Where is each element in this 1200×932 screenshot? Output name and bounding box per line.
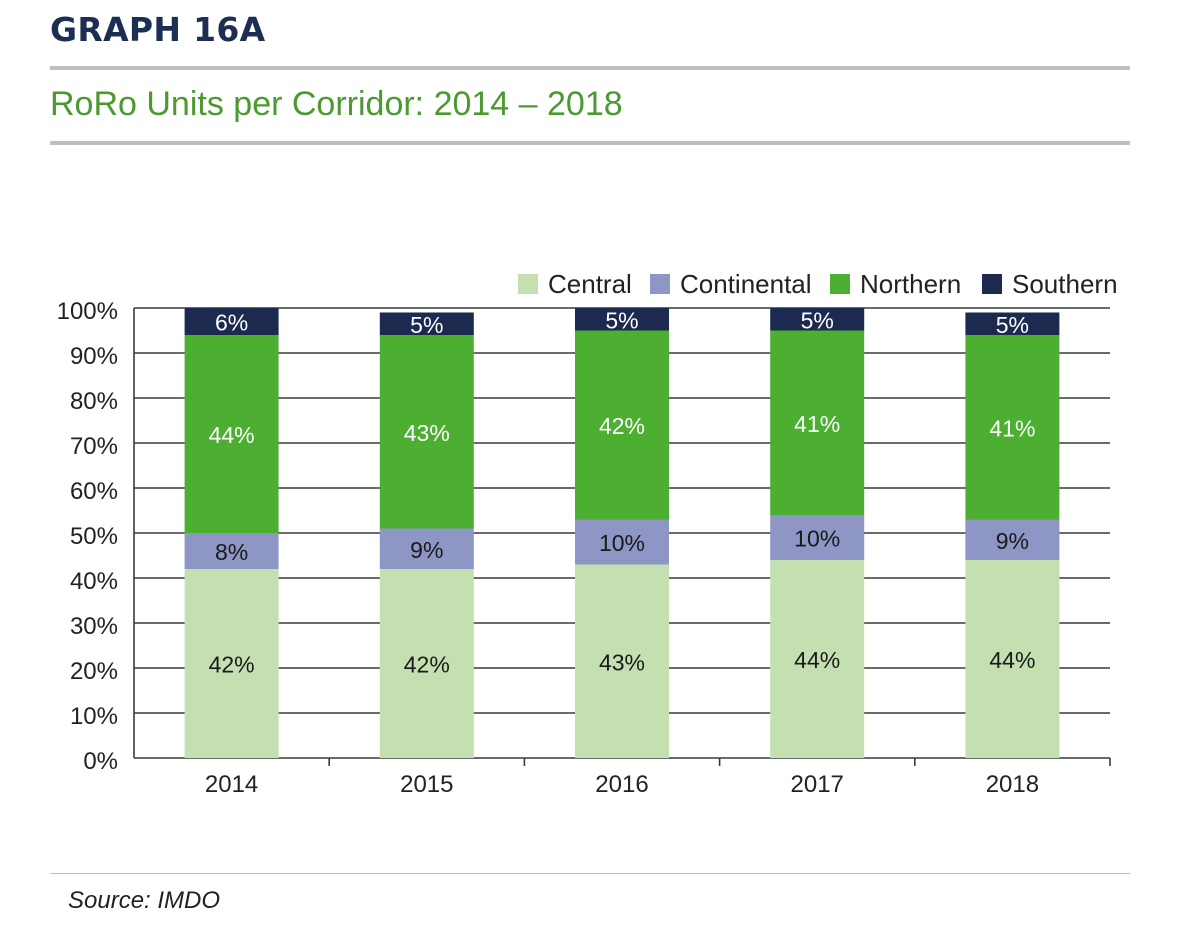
bar-segment-northern (184, 335, 279, 533)
bar-segment-central (575, 564, 669, 758)
source-note: Source: IMDO (68, 887, 221, 914)
graph-heading: GRAPH 16A (50, 10, 266, 49)
bar-segment-continental (184, 533, 279, 569)
legend-swatch-continental (650, 274, 670, 294)
bar-segment-southern (575, 308, 669, 331)
y-tick-label: 70% (70, 433, 118, 460)
y-tick-label: 100% (57, 298, 118, 325)
data-label: 10% (599, 530, 645, 556)
data-label: 44% (209, 422, 255, 448)
x-tick-label: 2015 (400, 771, 453, 798)
y-tick-label: 60% (70, 478, 118, 505)
y-tick-label: 50% (70, 523, 118, 550)
bar-segment-central (379, 569, 474, 758)
data-label: 5% (996, 312, 1029, 338)
legend-label: Northern (860, 269, 961, 299)
data-label: 5% (410, 312, 443, 338)
chart-area: 0% 10% 20% 30% 40% 50% 60% 70% 80% 90% 100% 42% 8% 44… (0, 240, 1200, 820)
x-tick-label: 2016 (595, 771, 648, 798)
data-label: 44% (794, 647, 840, 673)
title-rule (50, 141, 1130, 145)
y-tick-label: 40% (70, 568, 118, 595)
bar-segment-central (770, 560, 865, 758)
bar-segment-northern (965, 335, 1060, 520)
x-tick-label: 2014 (205, 771, 258, 798)
y-tick-label: 80% (70, 388, 118, 415)
data-label: 43% (404, 420, 450, 446)
data-label: 41% (794, 411, 840, 437)
x-tick-label: 2017 (791, 771, 844, 798)
bar-segment-southern (184, 308, 279, 335)
legend-label: Southern (1012, 269, 1118, 299)
y-tick-label: 30% (70, 613, 118, 640)
data-label: 42% (404, 652, 450, 678)
bar-segment-northern (770, 330, 865, 515)
bar-segment-central (965, 560, 1060, 758)
bar-segment-northern (379, 335, 474, 529)
bar-segment-southern (770, 308, 865, 331)
data-label: 41% (989, 415, 1035, 441)
footer-rule (50, 873, 1130, 874)
legend-swatch-central (518, 274, 538, 294)
bar-segment-northern (575, 330, 669, 520)
chart-title: RoRo Units per Corridor: 2014 – 2018 (50, 85, 623, 123)
bar-segment-continental (575, 519, 669, 565)
header-rule (50, 66, 1130, 70)
bar-segment-central (184, 569, 279, 758)
data-label: 42% (599, 413, 645, 439)
y-tick-label: 90% (70, 343, 118, 370)
data-label: 42% (209, 652, 255, 678)
data-label: 8% (215, 539, 248, 565)
data-label: 44% (989, 647, 1035, 673)
y-tick-label: 20% (70, 658, 118, 685)
y-tick-label: 10% (70, 703, 118, 730)
stacked-bar-chart: 0% 10% 20% 30% 40% 50% 60% 70% 80% 90% 100% 42% 8% 44… (57, 269, 1118, 798)
legend-label: Central (548, 269, 632, 299)
data-label: 43% (599, 649, 645, 675)
x-tick-label: 2018 (986, 771, 1039, 798)
legend-swatch-northern (830, 274, 850, 294)
data-label: 5% (801, 307, 834, 333)
y-tick-label: 0% (83, 748, 118, 775)
data-label: 10% (794, 526, 840, 552)
data-label: 9% (410, 537, 443, 563)
bar-segment-continental (770, 515, 865, 560)
data-label: 5% (605, 307, 638, 333)
legend-label: Continental (680, 269, 812, 299)
bar-segment-continental (965, 519, 1060, 560)
bar-segment-continental (379, 528, 474, 569)
bar-segment-southern (965, 312, 1060, 335)
data-label: 6% (215, 310, 248, 336)
legend-swatch-southern (982, 274, 1002, 294)
data-label: 9% (996, 528, 1029, 554)
bar-segment-southern (379, 312, 474, 335)
